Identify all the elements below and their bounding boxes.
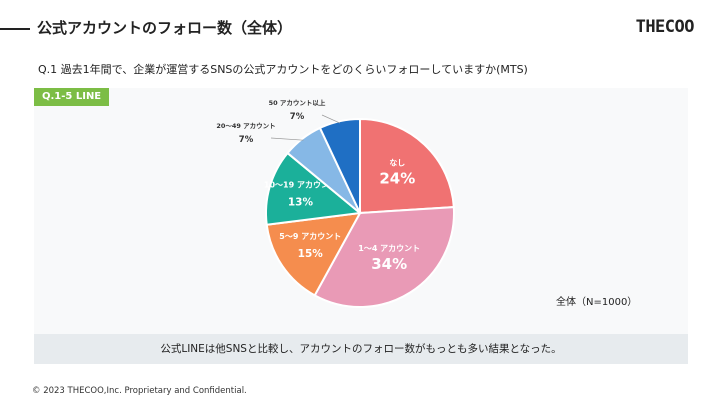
slice-label: なし: [389, 158, 405, 167]
pie-slice: [265, 211, 362, 297]
slice-value-label: 24%: [379, 169, 415, 187]
leader-line: [270, 137, 304, 141]
page-title: 公式アカウントのフォロー数（全体）: [37, 19, 293, 37]
slice-value-label: 13%: [288, 197, 314, 209]
slice-label: 50 アカウント以上: [269, 98, 326, 107]
slice-value-label: 7%: [239, 135, 254, 145]
sample-size-label: 全体（N=1000）: [556, 297, 638, 308]
chart-area: なし 24% 1〜4 アカウント 34% 5〜9 アカウント 15% 10〜19 アカウント…: [34, 88, 688, 332]
slice-value-label: 34%: [371, 255, 407, 273]
pie-slice: [265, 151, 363, 226]
question-tag: Q.1-5 LINE: [34, 88, 110, 106]
copyright: © 2023 THECOO,Inc. Proprietary and Confi…: [32, 386, 247, 396]
slice-label: 10〜19 アカウント: [264, 181, 337, 190]
slice-label: 20〜49 アカウント: [216, 122, 275, 130]
pie-slice: [359, 117, 455, 215]
pie-chart: なし 24% 1〜4 アカウント 34% 5〜9 アカウント 15% 10〜19 アカウント…: [216, 98, 455, 308]
brand-logo: THECOO: [635, 17, 695, 37]
slice-value-label: 7%: [290, 112, 305, 122]
slice-value-label: 15%: [298, 248, 324, 260]
slice-label: 5〜9 アカウント: [279, 232, 341, 241]
summary-text: 公式LINEは他SNSと比較し、アカウントのフォロー数がもっとも多い結果となった…: [160, 343, 562, 355]
leader-line: [321, 114, 341, 124]
pie-slice: [318, 117, 361, 214]
title-rule: [0, 28, 30, 30]
summary-bar: 公式LINEは他SNSと比較し、アカウントのフォロー数がもっとも多い結果となった…: [34, 334, 688, 364]
question-text: Q.1 過去1年間で、企業が運営するSNSの公式アカウントをどのくらいフォローし…: [38, 63, 528, 76]
slice-label: 1〜4 アカウント: [358, 244, 420, 253]
